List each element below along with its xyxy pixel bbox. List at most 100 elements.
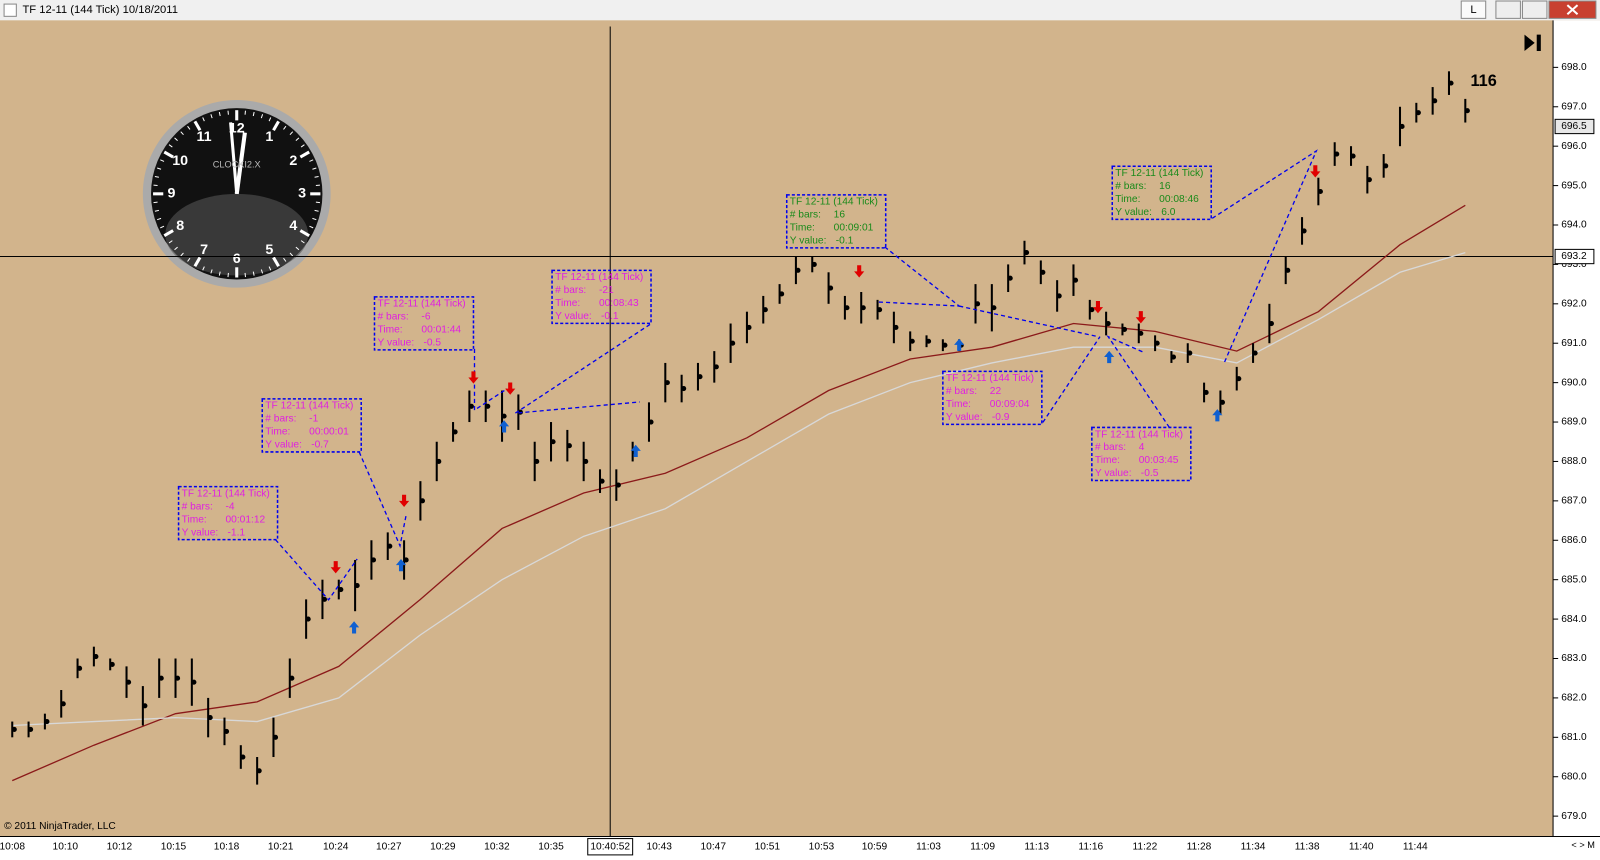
annotation-time: 00:08:43 <box>599 298 639 309</box>
annotation-box: TF 12-11 (144 Tick) # bars: -6 Time: 00:01:4… <box>373 296 475 351</box>
price-bar-close <box>60 701 66 707</box>
price-bar-close <box>1415 110 1421 116</box>
clock-tick <box>156 217 162 221</box>
scroll-buttons[interactable]: < > M <box>1571 840 1594 850</box>
price-bar-close <box>1399 123 1405 130</box>
drawing-line <box>959 305 1099 338</box>
clock-tick <box>154 209 159 212</box>
time-label: 11:16 <box>1078 841 1103 852</box>
time-label: 11:03 <box>916 841 941 852</box>
minimize[interactable] <box>1495 0 1521 19</box>
clock-tick <box>210 269 213 274</box>
annotation-time: 00:01:12 <box>226 514 266 525</box>
price-bar-close <box>648 419 654 425</box>
price-tick-label: 696.0 <box>1561 141 1587 152</box>
price-tick-label: 691.0 <box>1561 338 1587 349</box>
annotation-time-label: Time: <box>265 427 290 438</box>
price-bar-close <box>1089 307 1095 313</box>
annotation-title: TF 12-11 (144 Tick) <box>946 373 1034 384</box>
price-bar-close <box>191 679 197 685</box>
annotation-frame <box>942 370 1043 426</box>
annotation-bars-label: # bars: <box>265 414 296 425</box>
annotation-y-label: Y value: <box>1095 468 1132 479</box>
price-bar-close <box>436 458 442 465</box>
price-bar-close <box>256 768 262 774</box>
clock-tick <box>283 125 287 130</box>
annotation-y: -0.5 <box>1141 468 1159 479</box>
annotation-frame <box>1111 165 1212 221</box>
annotation-bars: -1 <box>309 414 318 425</box>
annotation-time: 00:01:44 <box>421 325 461 336</box>
sell-arrow <box>398 494 410 508</box>
clock-tick <box>289 252 294 257</box>
annotation-y: -0.1 <box>601 311 619 322</box>
crosshair-price: 693.2 <box>1561 251 1587 262</box>
annotation-bars: 22 <box>990 386 1002 397</box>
clock-tick <box>218 111 221 117</box>
price-bar-close <box>1268 320 1274 327</box>
price-tick-label: 680.0 <box>1561 771 1587 782</box>
time-label: 10:40:52 <box>590 841 630 852</box>
price-bar-close <box>1203 389 1209 396</box>
annotation-bars-label: # bars: <box>1095 442 1126 453</box>
annotation-bars: -21 <box>599 285 614 296</box>
clock-numeral: 12 <box>229 120 245 136</box>
price-bar-close <box>909 338 915 344</box>
price-bar-close <box>975 301 981 307</box>
close-icon <box>1566 4 1579 16</box>
time-label: 11:22 <box>1133 841 1158 852</box>
annotation-y: -1.1 <box>228 527 246 538</box>
price-tick-label: 685.0 <box>1561 574 1587 585</box>
price-bar-close <box>828 285 834 291</box>
price-bar-close <box>877 307 883 313</box>
price-bar-close <box>77 665 83 671</box>
time-label: 10:18 <box>214 841 240 852</box>
clock-tick <box>193 120 202 131</box>
price-bar-close <box>354 583 360 589</box>
clock-numeral: 5 <box>265 242 273 258</box>
price-tick-label: 679.0 <box>1561 811 1587 822</box>
sell-arrow <box>330 561 341 574</box>
price-bar-close <box>893 324 899 331</box>
time-label: 10:15 <box>161 841 187 852</box>
price-bar-close <box>664 380 670 386</box>
price-bar-close <box>338 586 344 593</box>
annotation-y-label: Y value: <box>1115 207 1152 218</box>
annotation-y-label: Y value: <box>378 338 415 349</box>
price-bar-close <box>795 267 801 273</box>
price-tick-label: 695.0 <box>1561 180 1587 191</box>
price-bar-close <box>1187 350 1193 356</box>
clock-tick <box>314 175 319 178</box>
price-tick-label: 681.0 <box>1561 732 1587 743</box>
annotation-time: 00:08:46 <box>1159 194 1199 205</box>
clock-tick <box>295 137 300 141</box>
clock-numeral: 1 <box>265 129 273 145</box>
annotation-bars-label: # bars: <box>946 386 977 397</box>
price-tick-label: 687.0 <box>1561 496 1587 507</box>
price-bar-close <box>387 543 393 549</box>
drawing-line <box>1211 149 1318 363</box>
price-bar-close <box>1219 399 1225 405</box>
crosshair-price-box <box>1554 248 1595 265</box>
price-bar-close <box>599 478 605 484</box>
annotation-box: TF 12-11 (144 Tick) # bars: -21 Time: 00:08:… <box>551 269 652 325</box>
price-bar-close <box>1366 177 1372 183</box>
price-bar-close <box>615 482 621 488</box>
price-bar-close <box>93 653 99 660</box>
button-l[interactable] <box>1460 0 1487 19</box>
price-tick-label: 697.0 <box>1561 101 1587 112</box>
annotation-y: -0.7 <box>311 440 329 451</box>
price-bar-close <box>1138 330 1144 336</box>
clock-tick <box>193 256 202 268</box>
annotation-frame <box>785 194 887 249</box>
annotation-title: TF 12-11 (144 Tick) <box>265 401 353 412</box>
maximize[interactable] <box>1521 0 1548 19</box>
drawing-line <box>275 539 358 601</box>
clock-tick <box>299 150 310 159</box>
price-tick-label: 683.0 <box>1561 653 1587 664</box>
price-bar-close <box>207 715 213 721</box>
moving-average <box>11 204 1466 782</box>
annotation-y: -0.1 <box>836 236 854 247</box>
annotation-frame <box>551 269 652 325</box>
